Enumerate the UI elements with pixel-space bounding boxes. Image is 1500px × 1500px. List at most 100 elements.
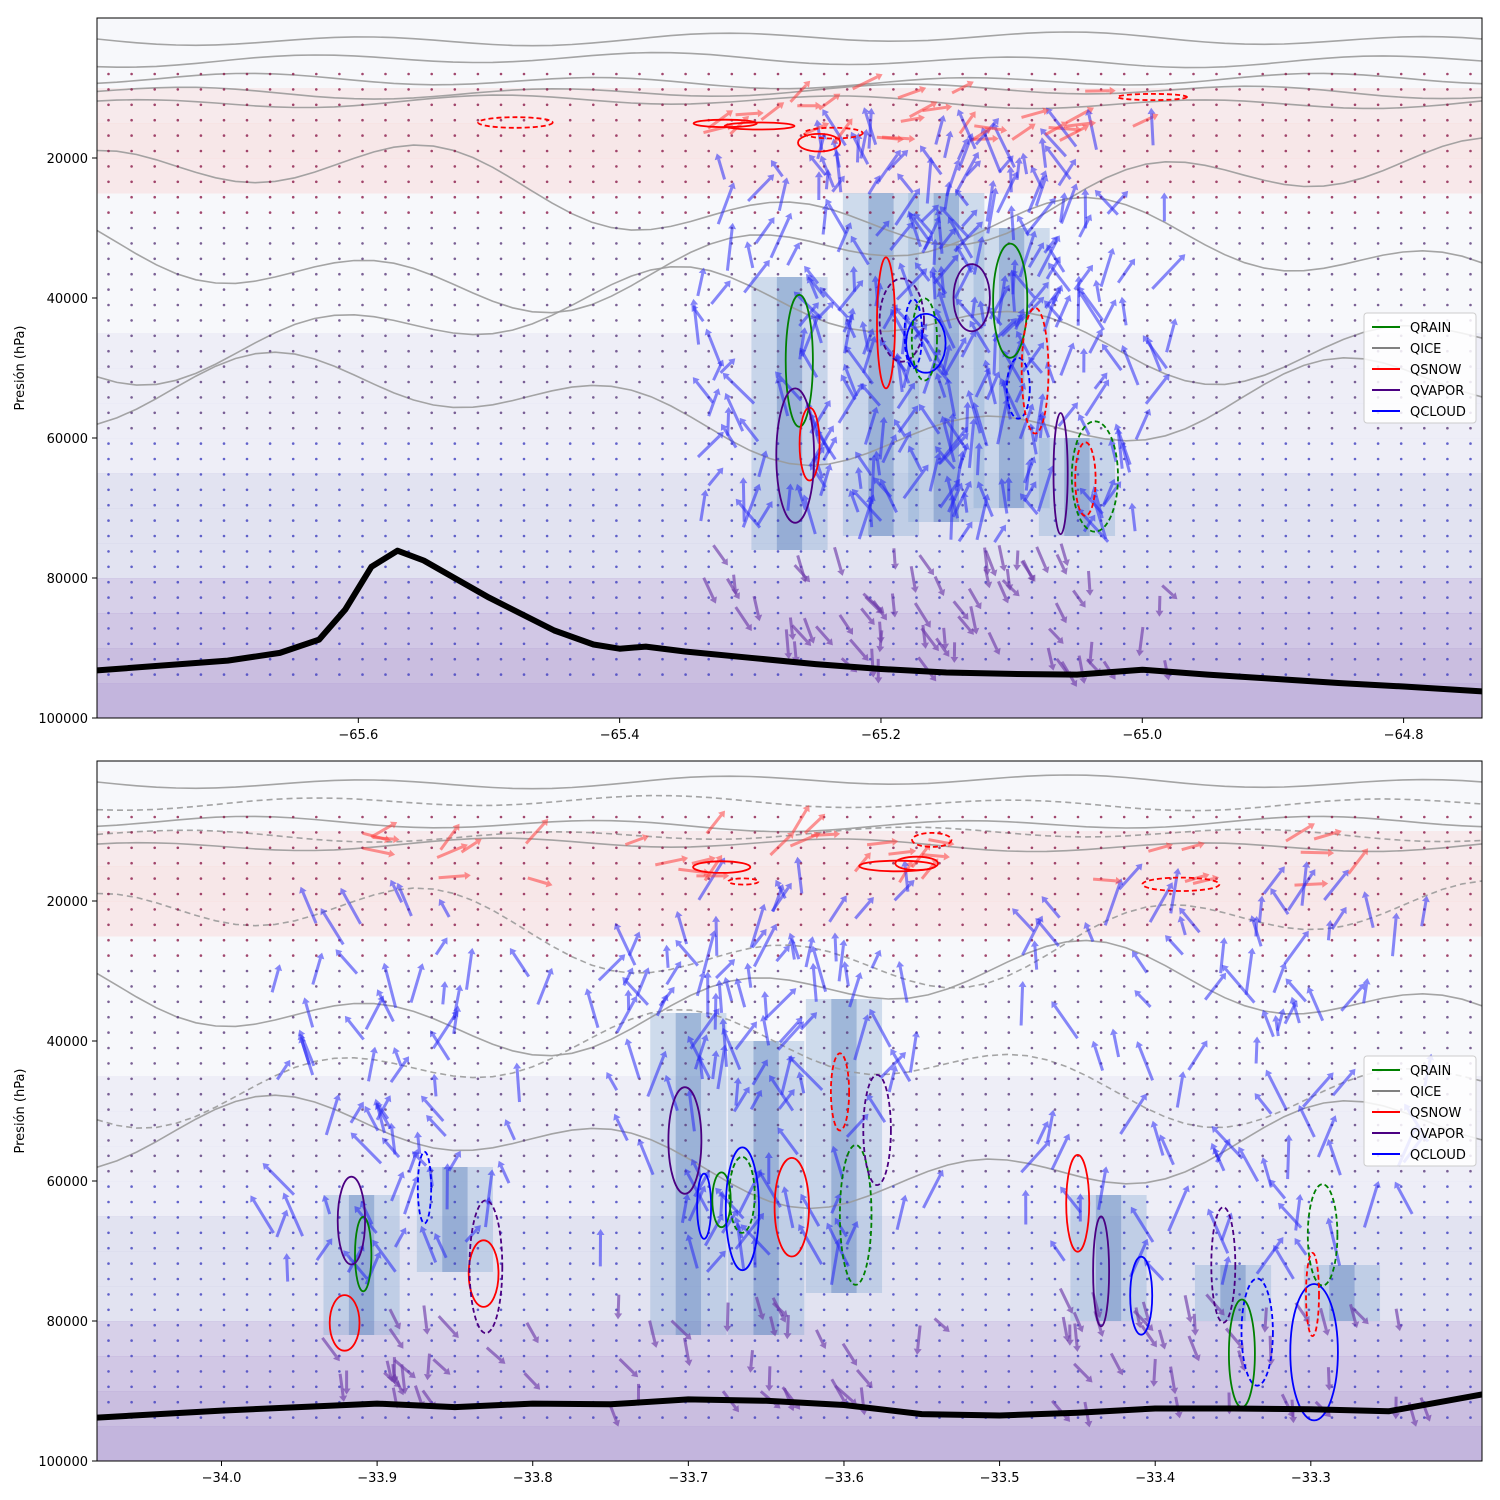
wind-arrow	[913, 324, 933, 363]
wind-arrow-head	[1025, 459, 1034, 466]
grid-point	[1169, 272, 1172, 276]
grid-point	[268, 442, 272, 445]
grid-point	[568, 1185, 572, 1188]
grid-point	[361, 1139, 364, 1142]
grid-point	[545, 211, 549, 214]
grid-point	[130, 103, 133, 107]
grid-point	[453, 226, 457, 230]
grid-point	[822, 923, 826, 927]
grid-point	[730, 627, 734, 630]
wind-arrow-head	[1071, 402, 1078, 410]
grid-point	[1192, 257, 1195, 261]
grid-point	[1238, 534, 1241, 538]
grid-point	[361, 257, 364, 261]
grid-point	[199, 72, 203, 76]
grid-point	[592, 1092, 595, 1096]
grid-point	[315, 457, 318, 461]
wind-arrow-head	[955, 245, 963, 253]
wind-arrow-head	[1037, 342, 1044, 350]
grid-point	[384, 565, 387, 569]
grid-point	[522, 88, 526, 91]
grid-point	[961, 1370, 964, 1373]
wind-arrow-head	[1095, 328, 1103, 336]
grid-point	[1053, 580, 1057, 584]
grid-point	[268, 923, 272, 927]
grid-point	[1238, 519, 1241, 522]
grid-point	[245, 1354, 249, 1358]
grid-point	[499, 272, 503, 276]
grid-point	[522, 211, 526, 214]
wind-arrow-head	[882, 220, 890, 228]
grid-point	[407, 103, 410, 107]
grid-point	[961, 550, 964, 553]
wind-arrow	[857, 455, 872, 475]
wind-arrow	[1065, 109, 1090, 125]
wind-arrow-head	[824, 463, 833, 471]
grid-point	[222, 1339, 226, 1342]
grid-point	[961, 831, 964, 834]
wind-arrow	[909, 450, 924, 473]
grid-point	[199, 1216, 203, 1219]
grid-point	[984, 1370, 987, 1373]
grid-point	[176, 103, 180, 107]
grid-point	[107, 1200, 110, 1204]
grid-point	[1376, 642, 1380, 646]
grid-point	[984, 1308, 987, 1312]
grid-point	[176, 846, 180, 850]
grid-point	[315, 1108, 318, 1111]
grid-point	[315, 1154, 318, 1158]
wind-arrow-head	[1101, 343, 1109, 351]
grid-point	[315, 1308, 318, 1312]
grid-point	[176, 831, 180, 834]
wind-arrow-head	[919, 86, 927, 94]
grid-point	[153, 1370, 156, 1373]
grid-point	[1192, 226, 1195, 230]
grid-point	[1399, 488, 1403, 492]
grid-point	[1376, 627, 1380, 630]
grid-point	[199, 503, 203, 507]
hydrometeor-contour	[798, 406, 821, 482]
grid-point	[638, 1062, 641, 1065]
wind-arrow-head	[821, 203, 830, 211]
grid-point	[176, 488, 180, 492]
grid-point	[268, 1354, 272, 1358]
grid-point	[753, 908, 757, 911]
grid-point	[869, 103, 872, 107]
grid-point	[961, 165, 964, 168]
grid-point	[361, 1046, 364, 1050]
grid-point	[845, 892, 849, 896]
grid-point	[107, 1370, 110, 1373]
grid-point	[453, 334, 457, 338]
grid-point	[1099, 596, 1103, 599]
grid-point	[522, 426, 526, 430]
grid-point	[291, 611, 295, 615]
qice-contour	[97, 196, 1482, 314]
wind-arrow	[1148, 342, 1162, 372]
grid-point	[199, 596, 203, 599]
grid-point	[892, 892, 895, 896]
grid-point	[384, 503, 387, 507]
grid-point	[268, 831, 272, 834]
grid-point	[545, 673, 549, 676]
grid-point	[176, 877, 180, 880]
wind-arrow-head	[765, 501, 773, 509]
wind-arrow	[1021, 559, 1033, 577]
grid-point	[245, 877, 249, 880]
grid-point	[430, 892, 434, 896]
grid-point	[176, 411, 180, 415]
grid-point	[1146, 103, 1149, 107]
grid-point	[799, 1385, 803, 1389]
wind-arrow	[936, 313, 956, 349]
grid-point	[384, 1062, 387, 1065]
grid-point	[315, 1323, 318, 1327]
wind-arrow-head	[1037, 296, 1045, 304]
grid-point	[407, 1231, 410, 1235]
grid-point	[638, 165, 641, 168]
grid-point	[892, 1185, 895, 1188]
wind-arrow-head	[775, 376, 783, 384]
wind-arrow	[769, 217, 791, 259]
grid-point	[1307, 334, 1311, 338]
grid-point	[522, 442, 526, 445]
grid-point	[476, 1339, 480, 1342]
grid-point	[338, 103, 341, 107]
